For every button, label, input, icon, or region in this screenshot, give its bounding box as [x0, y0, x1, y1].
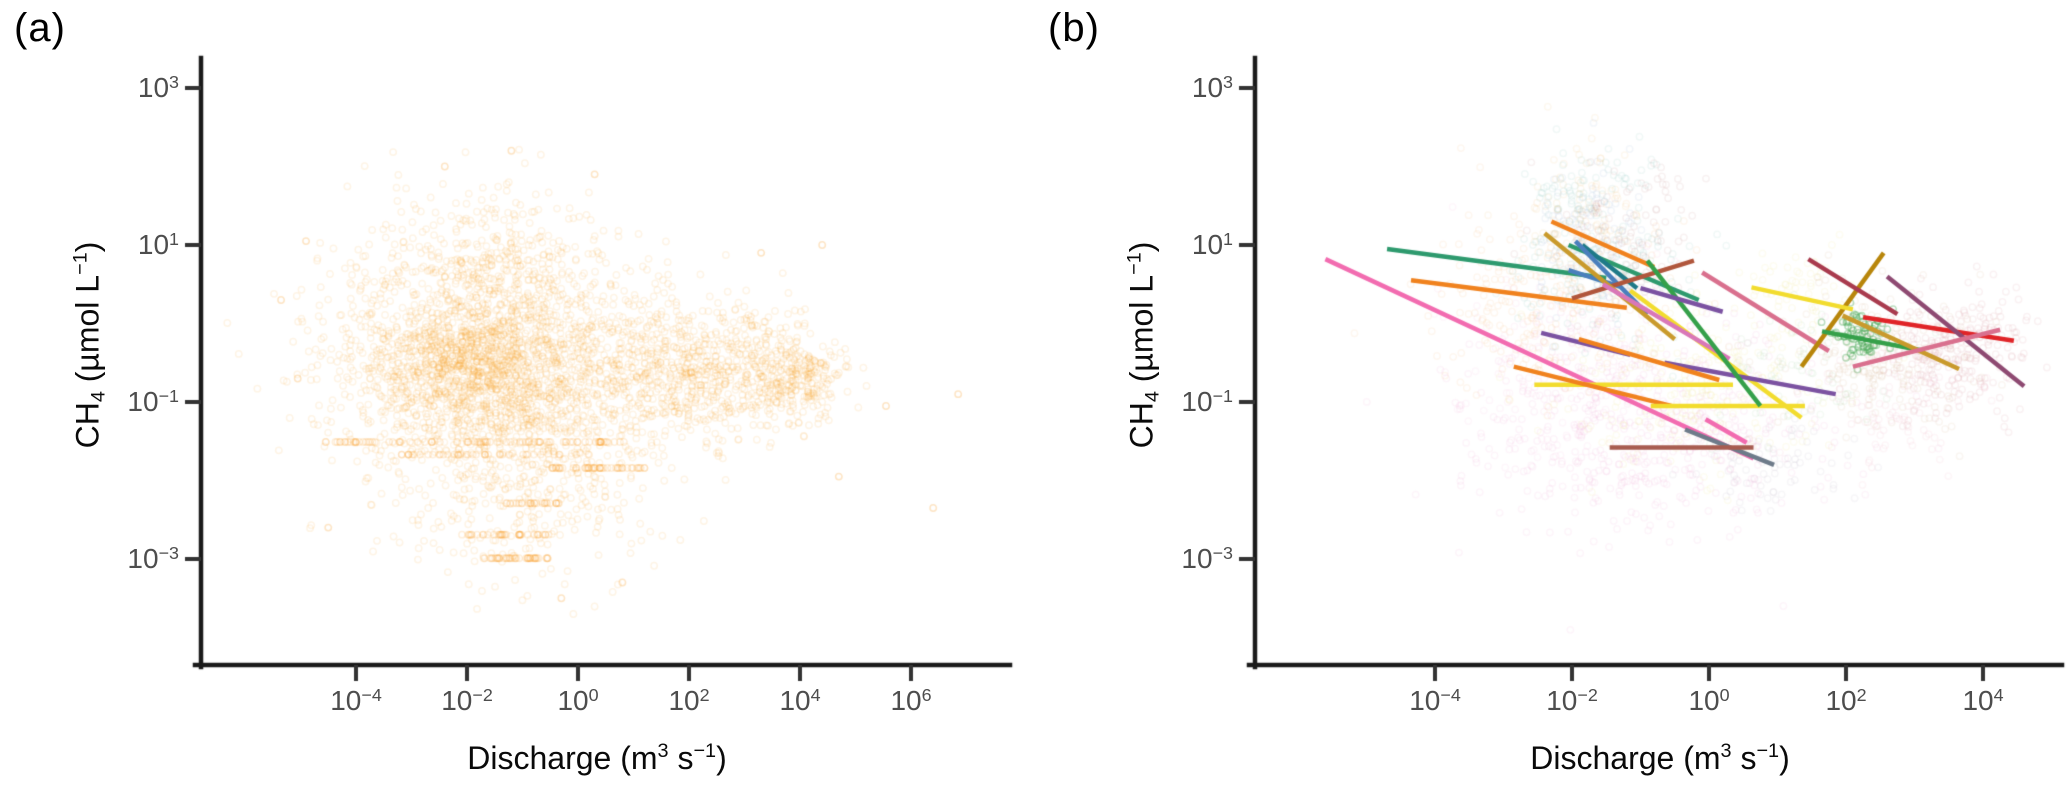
panel-b-x-axis-title: Discharge (m3 s−1) — [1530, 740, 1790, 776]
panel-a-y-axis-title: CH4 (µmol L−1) — [69, 241, 110, 449]
panel-b-label: (b) — [1048, 6, 1100, 50]
panel-a-label: (a) — [14, 6, 66, 50]
panel-a-x-axis-title: Discharge (m3 s−1) — [467, 740, 727, 776]
panel-b-y-axis-title: CH4 (µmol L−1) — [1123, 241, 1164, 449]
